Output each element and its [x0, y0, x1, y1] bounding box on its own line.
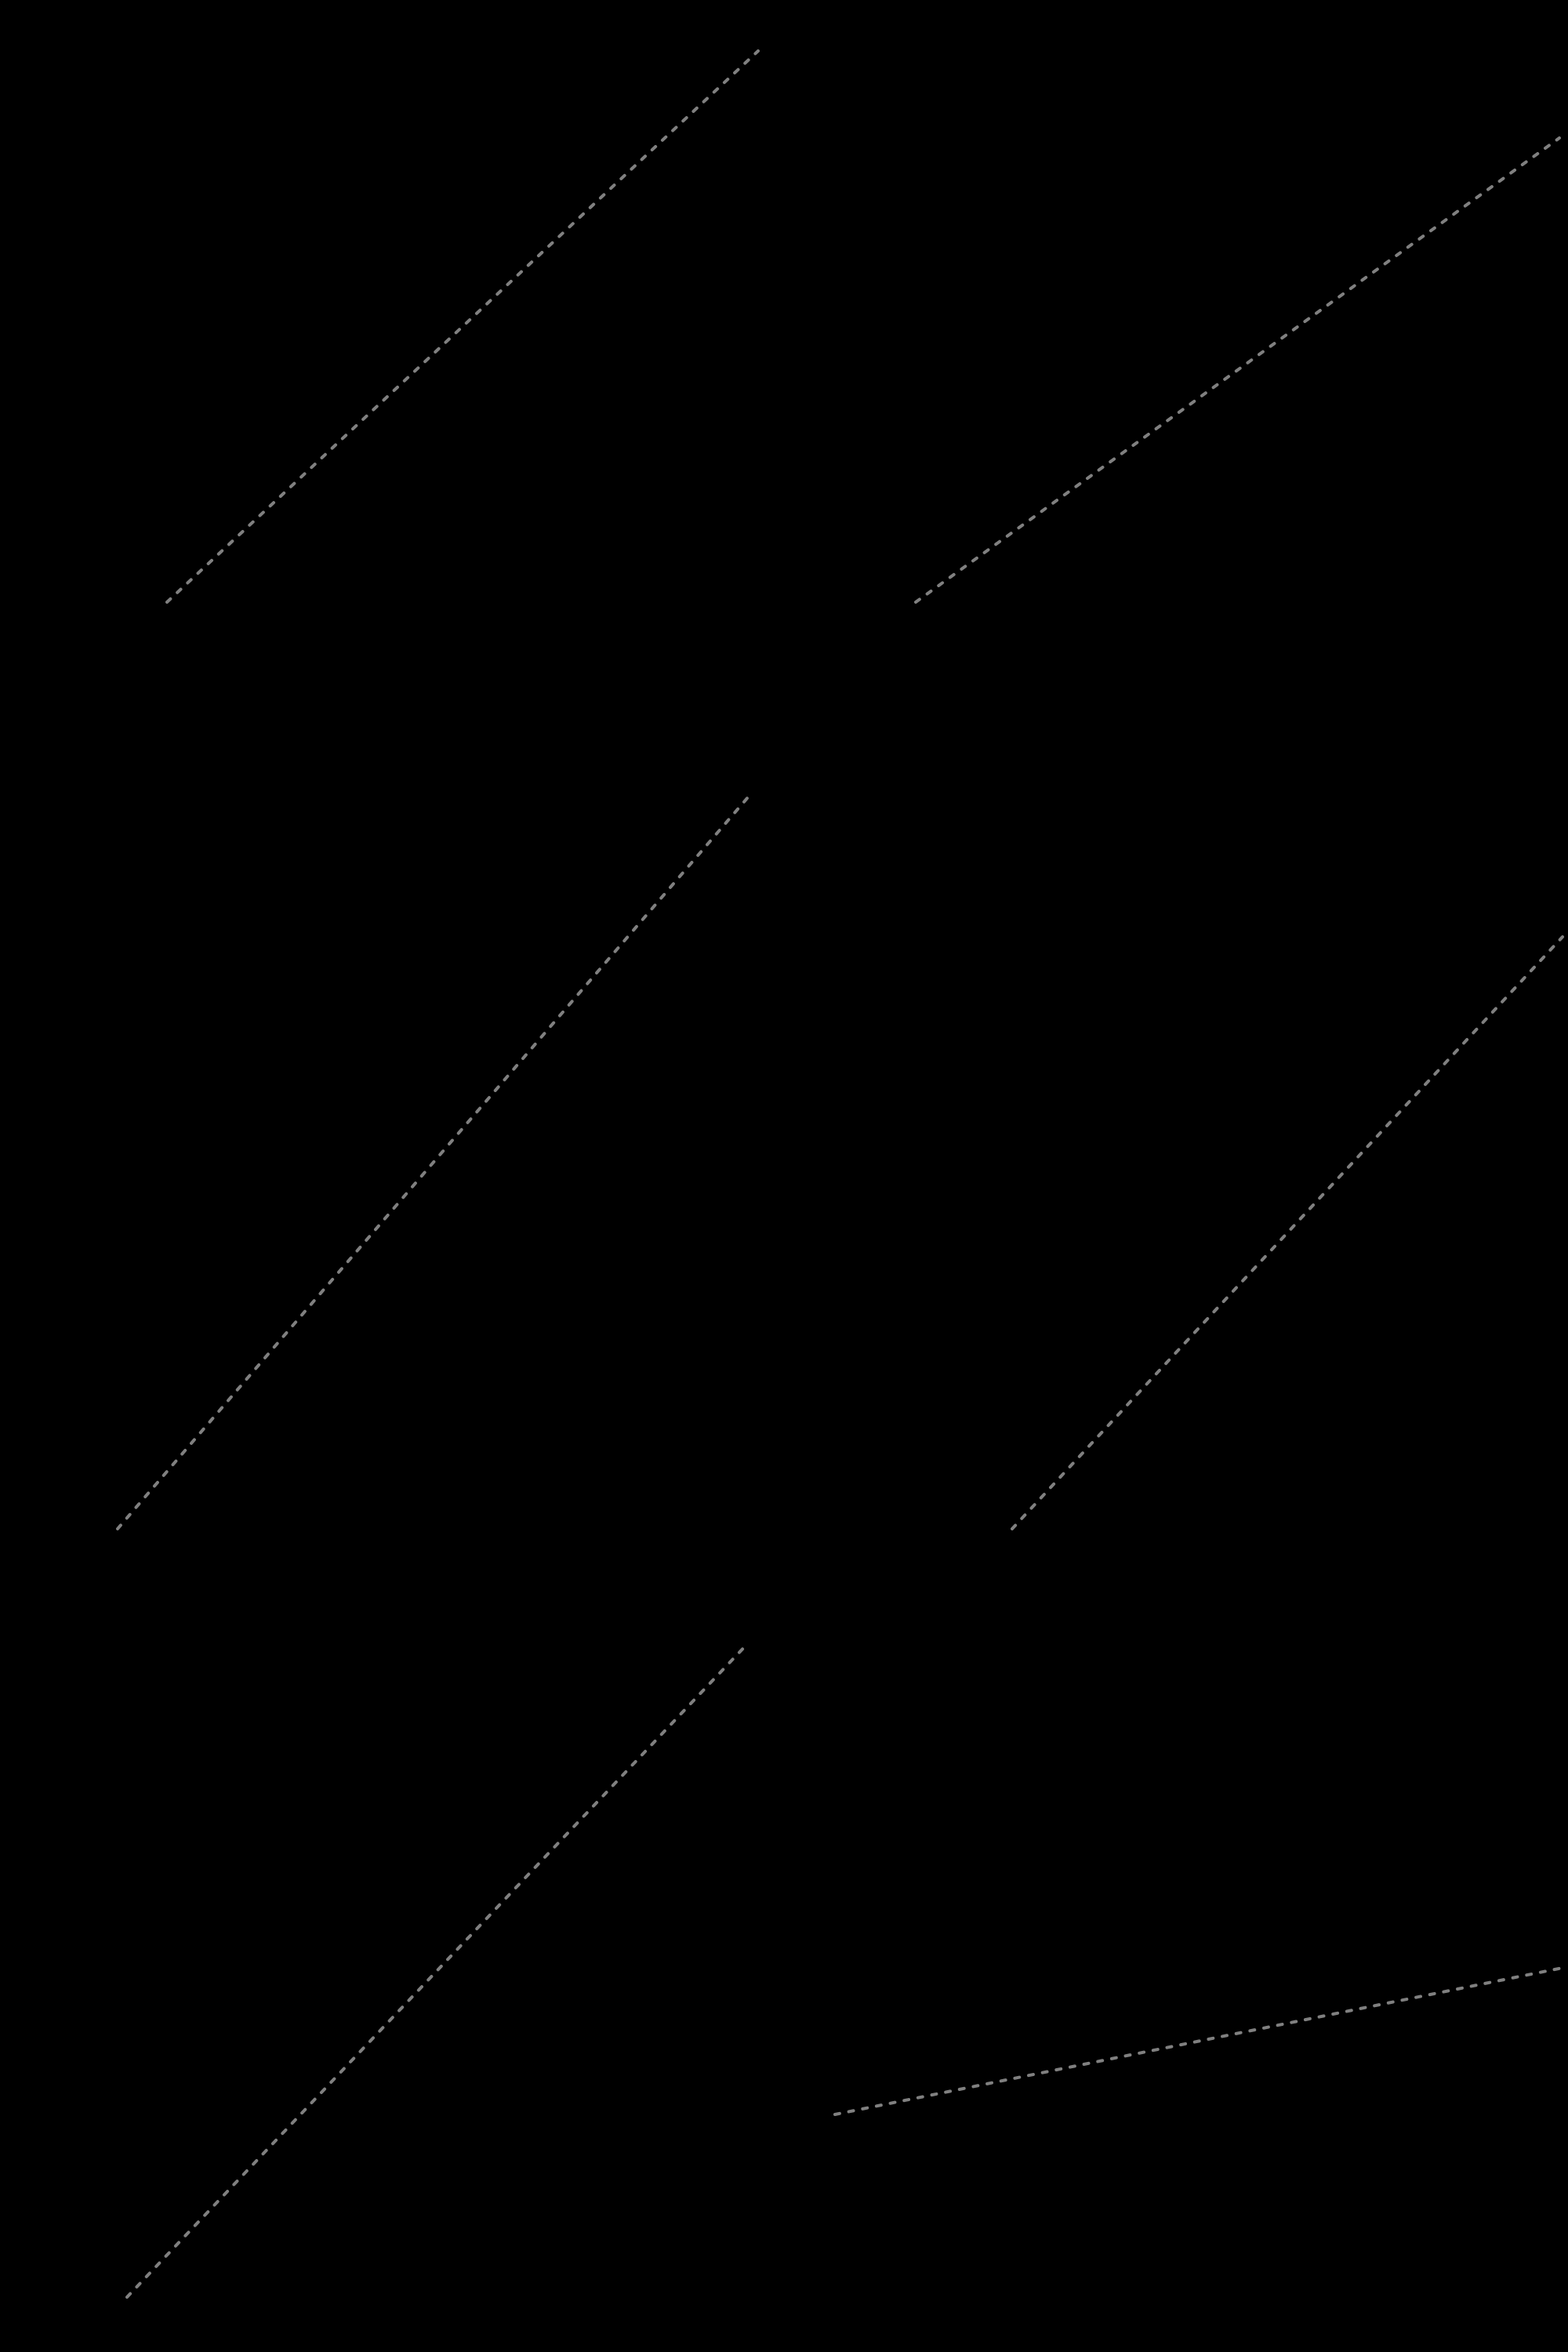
- dashed-lines-diagram: [0, 0, 1568, 2352]
- background: [0, 0, 1568, 2352]
